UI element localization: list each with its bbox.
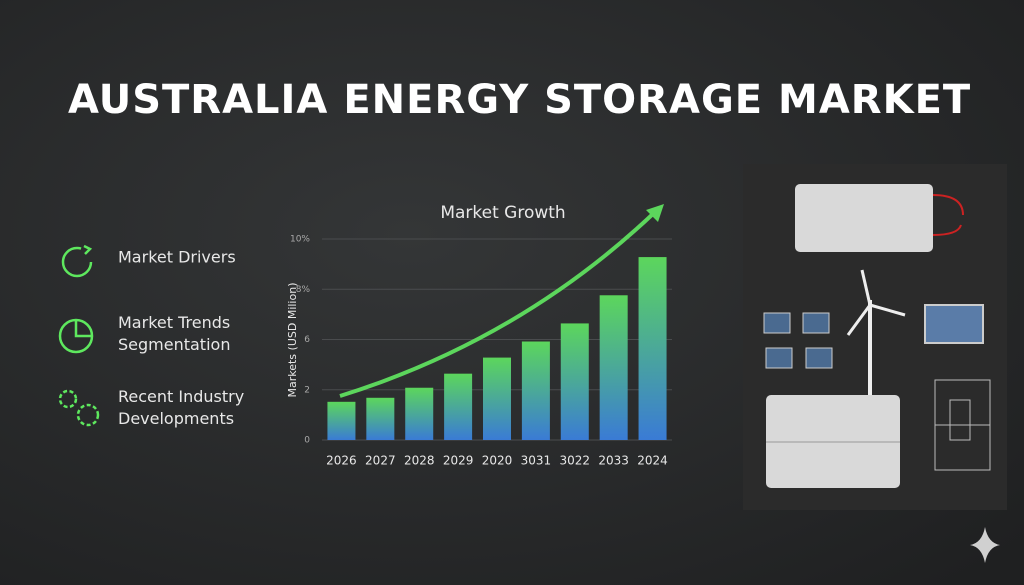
icon-drivers bbox=[61, 246, 93, 278]
y-tick-label: 0 bbox=[304, 436, 310, 446]
x-tick-label: 2029 bbox=[443, 454, 474, 468]
x-tick-label: 2028 bbox=[404, 454, 435, 468]
y-tick-label: 10% bbox=[290, 235, 310, 245]
solar-panel bbox=[924, 304, 984, 344]
x-tick-label: 3031 bbox=[521, 454, 552, 468]
icon-gear bbox=[76, 403, 100, 427]
chart: Market Growth Markets (USD Milion) 0 2 6 8%… bbox=[286, 203, 672, 468]
cable bbox=[932, 194, 964, 236]
y-tick-label: 2 bbox=[304, 385, 310, 395]
y-axis-label: Markets (USD Milion) bbox=[286, 283, 299, 398]
x-tick-label: 2024 bbox=[637, 454, 668, 468]
x-tick-label: 2020 bbox=[482, 454, 513, 468]
bar bbox=[638, 257, 667, 440]
bar bbox=[366, 397, 395, 440]
bar bbox=[483, 357, 511, 440]
icon-gear bbox=[58, 389, 78, 409]
y-tick-label: 6 bbox=[304, 335, 310, 345]
trend-arrow bbox=[339, 210, 657, 398]
x-tick-label: 2026 bbox=[326, 454, 357, 468]
bar bbox=[521, 341, 550, 440]
sparkle-icon bbox=[970, 527, 1000, 563]
page-title: AUSTRALIA ENERGY STORAGE MARKET bbox=[68, 77, 971, 123]
menu-item[interactable]: Recent Industry Developments bbox=[118, 386, 244, 427]
y-tick-label: 8% bbox=[296, 285, 311, 295]
bar bbox=[560, 323, 589, 440]
bar bbox=[444, 373, 473, 440]
bar bbox=[599, 295, 628, 440]
battery bbox=[795, 184, 933, 252]
bar bbox=[405, 387, 434, 440]
x-tick-label: 2027 bbox=[365, 454, 396, 468]
x-tick-label: 3022 bbox=[560, 454, 591, 468]
menu bbox=[58, 244, 100, 427]
menu-item[interactable]: Market Drivers bbox=[118, 248, 236, 267]
icon-arrow bbox=[83, 244, 93, 255]
x-tick-label: 2033 bbox=[598, 454, 629, 468]
icon-pie-slice bbox=[74, 320, 92, 338]
schematic bbox=[934, 379, 991, 471]
menu-item[interactable]: Market Trends Segmentation bbox=[118, 312, 230, 353]
product-image bbox=[743, 164, 1007, 510]
bar bbox=[327, 401, 356, 440]
small-panels bbox=[763, 312, 833, 369]
chart-title: Market Growth bbox=[440, 203, 565, 223]
trend-arrow-head bbox=[646, 204, 664, 222]
turbine-blades bbox=[846, 269, 906, 336]
